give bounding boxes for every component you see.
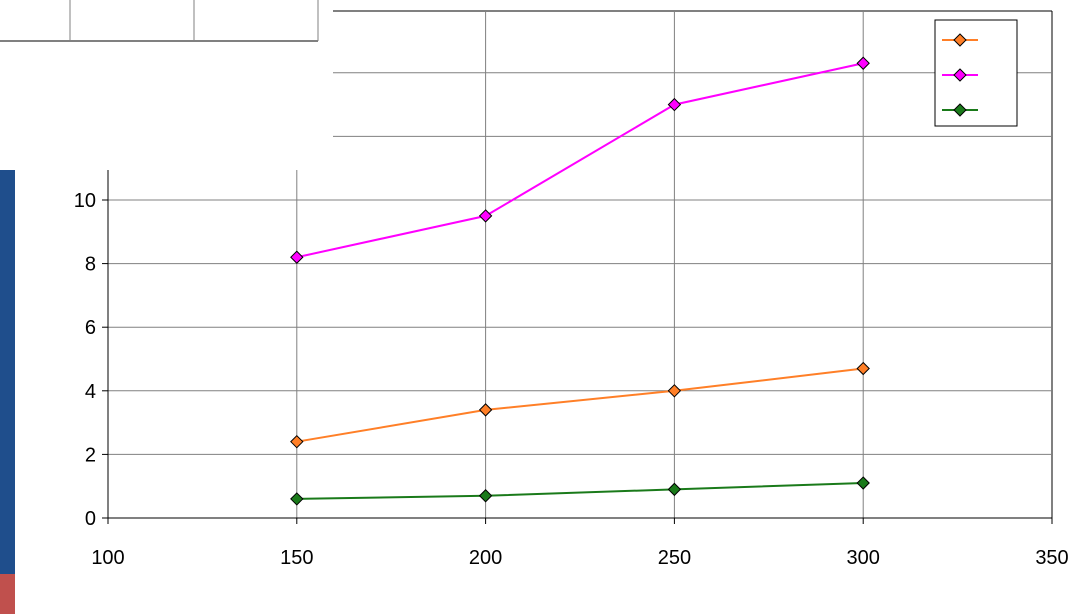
data-point-w xyxy=(478,209,493,223)
x-tick-label: 150 xyxy=(280,547,313,569)
data-point-t xyxy=(290,492,304,506)
data-point-h xyxy=(478,403,493,417)
series-line-w xyxy=(296,62,864,259)
y-tick-label: 10 xyxy=(74,190,96,212)
data-point-t xyxy=(856,476,870,490)
background-window-edge xyxy=(0,170,15,614)
legend-marker-w xyxy=(953,68,967,82)
data-point-h xyxy=(856,361,870,376)
tick-labels: 100 150 200 250 300 350 0 2 4 6 8 10 xyxy=(74,190,1069,569)
x-tick-label: 200 xyxy=(469,547,502,569)
plot-area: 100 150 200 250 300 350 0 2 4 6 8 10 xyxy=(74,10,1069,569)
legend-item-t xyxy=(942,103,978,117)
legend-marker-h xyxy=(953,33,967,47)
y-tick-label: 2 xyxy=(85,444,96,466)
y-tick-label: 6 xyxy=(85,317,96,339)
x-tick-label: 250 xyxy=(658,547,691,569)
data-point-w xyxy=(856,56,870,70)
series-line-h xyxy=(296,367,864,443)
axes xyxy=(102,170,1053,524)
y-tick-label: 4 xyxy=(85,381,96,403)
gridlines xyxy=(108,11,1052,518)
data-point-h xyxy=(290,434,304,449)
data-point-w xyxy=(290,250,304,264)
legend-item-h xyxy=(942,33,978,47)
legend xyxy=(934,19,1018,127)
series-lines xyxy=(290,56,870,506)
y-tick-label: 8 xyxy=(85,254,96,276)
legend-box xyxy=(934,19,1018,127)
main-chart-panel xyxy=(15,0,1079,614)
legend-item-w xyxy=(942,68,978,82)
data-point-t xyxy=(478,489,493,503)
series-line-t xyxy=(296,482,864,500)
data-point-h xyxy=(667,384,682,398)
legend-marker-t xyxy=(953,103,967,117)
x-tick-label: 350 xyxy=(1035,547,1068,569)
data-point-w xyxy=(667,97,682,112)
data-point-t xyxy=(667,482,682,497)
y-tick-label: 0 xyxy=(85,508,96,530)
background-window-edge-accent xyxy=(0,574,15,614)
background-chart-fragment xyxy=(0,0,319,614)
x-tick-label: 300 xyxy=(847,547,880,569)
x-tick-label: 100 xyxy=(91,547,124,569)
